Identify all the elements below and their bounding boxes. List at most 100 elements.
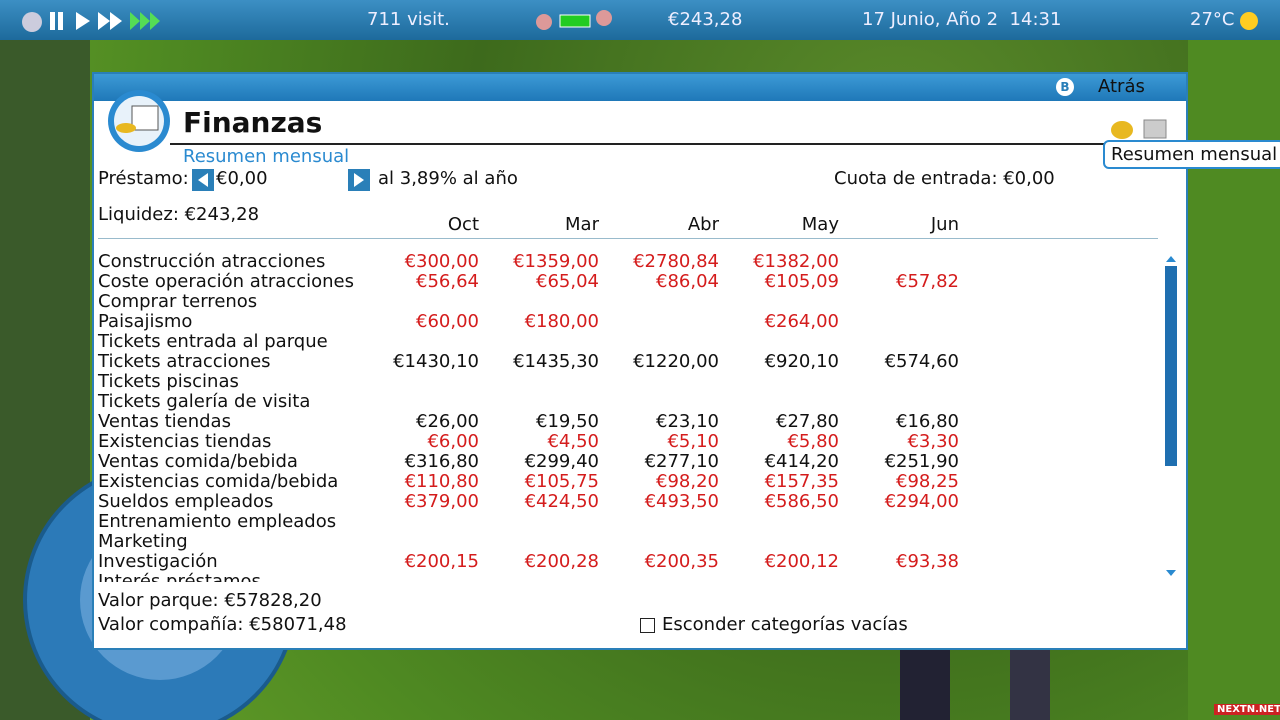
cell-value: €1435,30 — [513, 351, 599, 372]
cell-value: €493,50 — [644, 491, 719, 512]
tooltip: Resumen mensual — [1103, 140, 1280, 169]
cell-value: €26,00 — [416, 411, 479, 432]
loan-rate: al 3,89% al año — [378, 168, 518, 189]
row-label: Coste operación atracciones — [98, 271, 354, 292]
finance-window: B Atrás Finanzas Resumen mensual Préstam… — [92, 72, 1188, 650]
table-row: Comprar terrenos — [98, 292, 1138, 312]
table-row: Existencias comida/bebida €110,80 €105,75 €… — [98, 472, 1138, 492]
temperature: 27°C — [1190, 9, 1235, 30]
row-label: Paisajismo — [98, 311, 193, 332]
cell-value: €1359,00 — [513, 251, 599, 272]
column-header: Mar — [565, 214, 599, 235]
cell-value: €5,10 — [667, 431, 719, 452]
top-bar: 711 visit. €243,28 17 Junio, Año 2 14:31… — [0, 0, 1280, 40]
finance-table: Construcción atracciones €300,00 €1359,00 €… — [94, 250, 1154, 583]
view-icons[interactable] — [1106, 114, 1170, 142]
back-button[interactable]: Atrás — [1098, 76, 1145, 97]
row-label: Tickets entrada al parque — [98, 331, 328, 352]
hide-empty-label[interactable]: Esconder categorías vacías — [662, 614, 908, 635]
cell-value: €105,75 — [524, 471, 599, 492]
cell-value: €200,35 — [644, 551, 719, 572]
row-label: Tickets piscinas — [98, 371, 239, 392]
cell-value: €294,00 — [884, 491, 959, 512]
speed-controls[interactable] — [18, 6, 178, 34]
row-label: Existencias comida/bebida — [98, 471, 339, 492]
scrollbar[interactable] — [1162, 250, 1180, 584]
column-header: May — [801, 214, 839, 235]
table-row: Ventas comida/bebida €316,80 €299,40 €277,1… — [98, 452, 1138, 472]
cell-value: €16,80 — [896, 411, 959, 432]
hide-empty-checkbox[interactable] — [640, 618, 655, 633]
column-header: Oct — [447, 214, 479, 235]
cell-value: €4,50 — [547, 431, 599, 452]
cell-value: €200,12 — [764, 551, 839, 572]
cell-value: €2780,84 — [633, 251, 719, 272]
cell-value: €424,50 — [524, 491, 599, 512]
cell-value: €27,80 — [776, 411, 839, 432]
table-row: Existencias tiendas €6,00 €4,50 €5,10 €5,80 €… — [98, 432, 1138, 452]
cell-value: €316,80 — [404, 451, 479, 472]
entry-fee: Cuota de entrada: €0,00 — [834, 168, 1055, 189]
header-rule — [98, 238, 1158, 239]
cell-value: €586,50 — [764, 491, 839, 512]
cell-value: €1382,00 — [753, 251, 839, 272]
row-label: Entrenamiento empleados — [98, 511, 337, 532]
loan-amount: €0,00 — [216, 168, 268, 189]
table-row: Interés préstamos — [98, 571, 1138, 583]
cell-value: €98,25 — [896, 471, 959, 492]
cell-value: €574,60 — [884, 351, 959, 372]
cell-value: €157,35 — [764, 471, 839, 492]
watermark: NEXTN.NET — [1214, 704, 1280, 715]
cell-value: €180,00 — [524, 311, 599, 332]
cell-value: €920,10 — [764, 351, 839, 372]
loan-decrease[interactable] — [192, 169, 214, 191]
cell-value: €93,38 — [896, 551, 959, 572]
row-label: Sueldos empleados — [98, 491, 274, 512]
window-title: Finanzas — [183, 106, 323, 139]
visitors[interactable]: 711 visit. — [367, 9, 450, 30]
table-row: Marketing — [98, 532, 1138, 552]
table-row: Ventas tiendas €26,00 €19,50 €23,10 €27,80 €1… — [98, 412, 1138, 432]
cell-value: €277,10 — [644, 451, 719, 472]
row-label: Interés préstamos — [98, 571, 261, 583]
table-row: Construcción atracciones €300,00 €1359,00 €… — [98, 252, 1138, 272]
subtitle: Resumen mensual — [183, 146, 350, 167]
row-label: Ventas tiendas — [98, 411, 231, 432]
cell-value: €1430,10 — [393, 351, 479, 372]
cell-value: €86,04 — [656, 271, 719, 292]
cell-value: €105,09 — [764, 271, 839, 292]
cell-value: €57,82 — [896, 271, 959, 292]
loan-label: Préstamo: — [98, 168, 189, 189]
cell-value: €251,90 — [884, 451, 959, 472]
row-label: Investigación — [98, 551, 218, 572]
cell-value: €299,40 — [524, 451, 599, 472]
cell-value: €23,10 — [656, 411, 719, 432]
table-row: Sueldos empleados €379,00 €424,50 €493,50 €5… — [98, 492, 1138, 512]
table-row: Tickets piscinas — [98, 372, 1138, 392]
table-row: Tickets atracciones €1430,10 €1435,30 €1220… — [98, 352, 1138, 372]
table-row: Entrenamiento empleados — [98, 512, 1138, 532]
loan-increase[interactable] — [348, 169, 370, 191]
cell-value: €60,00 — [416, 311, 479, 332]
rating — [536, 10, 612, 30]
window-header: B Atrás — [94, 74, 1186, 101]
table-row: Tickets galería de visita — [98, 392, 1138, 412]
cell-value: €56,64 — [416, 271, 479, 292]
cell-value: €200,28 — [524, 551, 599, 572]
cell-value: €98,20 — [656, 471, 719, 492]
table-row: Coste operación atracciones €56,64 €65,04 €… — [98, 272, 1138, 292]
table-row: Paisajismo €60,00 €180,00 €264,00 — [98, 312, 1138, 332]
cell-value: €19,50 — [536, 411, 599, 432]
park-value: Valor parque: €57828,20 — [98, 590, 322, 611]
cell-value: €5,80 — [787, 431, 839, 452]
money[interactable]: €243,28 — [668, 9, 743, 30]
row-label: Ventas comida/bebida — [98, 451, 298, 472]
cell-value: €3,30 — [907, 431, 959, 452]
finance-icon — [108, 90, 170, 152]
row-label: Tickets atracciones — [98, 351, 271, 372]
cell-value: €65,04 — [536, 271, 599, 292]
row-label: Existencias tiendas — [98, 431, 272, 452]
cell-value: €264,00 — [764, 311, 839, 332]
